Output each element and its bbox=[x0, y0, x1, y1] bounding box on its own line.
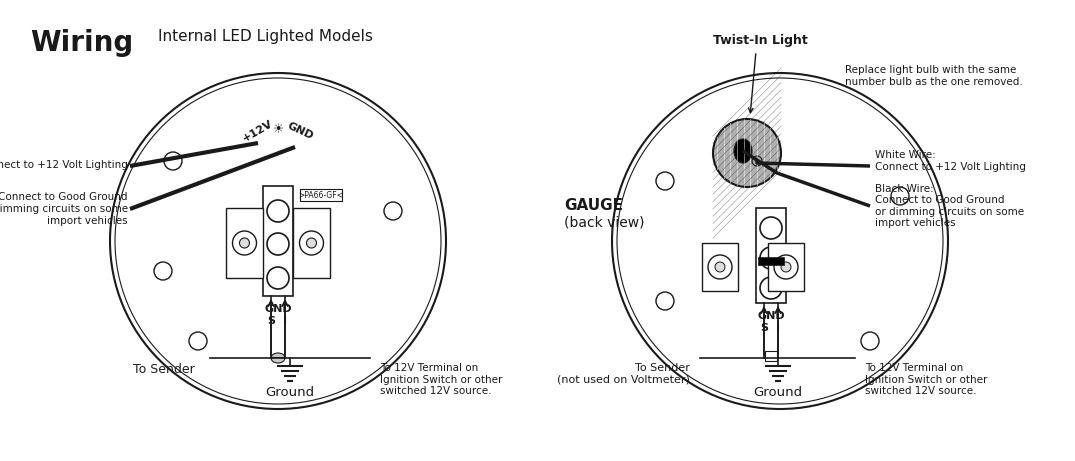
Text: White Wire:
Connect to +12 Volt Lighting: White Wire: Connect to +12 Volt Lighting bbox=[875, 150, 1026, 172]
Text: GND: GND bbox=[757, 311, 785, 321]
Text: To Sender: To Sender bbox=[133, 363, 195, 376]
Text: Black Wire:
Connect to Good Ground
or dimming circuits on some
import vehicles: Black Wire: Connect to Good Ground or di… bbox=[875, 183, 1024, 228]
Bar bbox=[300, 189, 342, 201]
Text: Ground: Ground bbox=[266, 386, 315, 399]
Circle shape bbox=[711, 259, 729, 277]
Bar bbox=[765, 351, 777, 361]
Text: Ground: Ground bbox=[752, 386, 802, 399]
Text: To Sender
(not used on Voltmeter): To Sender (not used on Voltmeter) bbox=[557, 363, 690, 384]
Bar bbox=[758, 257, 784, 265]
Bar bbox=[293, 208, 330, 278]
Bar bbox=[226, 208, 263, 278]
Text: Wiring: Wiring bbox=[30, 29, 133, 57]
Text: S: S bbox=[267, 316, 275, 326]
Text: GAUGE: GAUGE bbox=[564, 199, 623, 213]
Bar bbox=[756, 208, 786, 303]
Text: +12V: +12V bbox=[241, 118, 275, 144]
Circle shape bbox=[777, 259, 796, 277]
Text: Connect to Good Ground
or dimming circuits on some
import vehicles: Connect to Good Ground or dimming circui… bbox=[0, 192, 128, 225]
Circle shape bbox=[306, 238, 316, 248]
Text: GND: GND bbox=[264, 304, 291, 314]
Circle shape bbox=[782, 262, 791, 272]
Text: (back view): (back view) bbox=[564, 216, 645, 230]
Text: >PA66-GF<: >PA66-GF< bbox=[299, 190, 343, 200]
Text: Replace light bulb with the same
number bulb as the one removed.: Replace light bulb with the same number … bbox=[845, 65, 1022, 87]
Text: $☀$: $☀$ bbox=[272, 122, 284, 136]
Text: To 12V Terminal on
Ignition Switch or other
switched 12V source.: To 12V Terminal on Ignition Switch or ot… bbox=[379, 363, 502, 396]
Text: Internal LED Lighted Models: Internal LED Lighted Models bbox=[158, 29, 372, 44]
Text: S: S bbox=[760, 323, 768, 333]
Circle shape bbox=[240, 238, 249, 248]
Circle shape bbox=[715, 262, 725, 272]
Text: I: I bbox=[283, 316, 287, 326]
Text: GND: GND bbox=[285, 121, 315, 142]
Bar bbox=[263, 186, 293, 296]
Ellipse shape bbox=[734, 139, 752, 163]
Bar bbox=[702, 243, 739, 291]
Ellipse shape bbox=[271, 353, 285, 363]
Circle shape bbox=[713, 119, 782, 187]
Text: Twist-In Light: Twist-In Light bbox=[713, 35, 807, 47]
Text: I: I bbox=[776, 323, 780, 333]
Text: To 12V Terminal on
Ignition Switch or other
switched 12V source.: To 12V Terminal on Ignition Switch or ot… bbox=[865, 363, 987, 396]
Text: Connect to +12 Volt Lighting: Connect to +12 Volt Lighting bbox=[0, 160, 128, 170]
Bar bbox=[768, 243, 804, 291]
